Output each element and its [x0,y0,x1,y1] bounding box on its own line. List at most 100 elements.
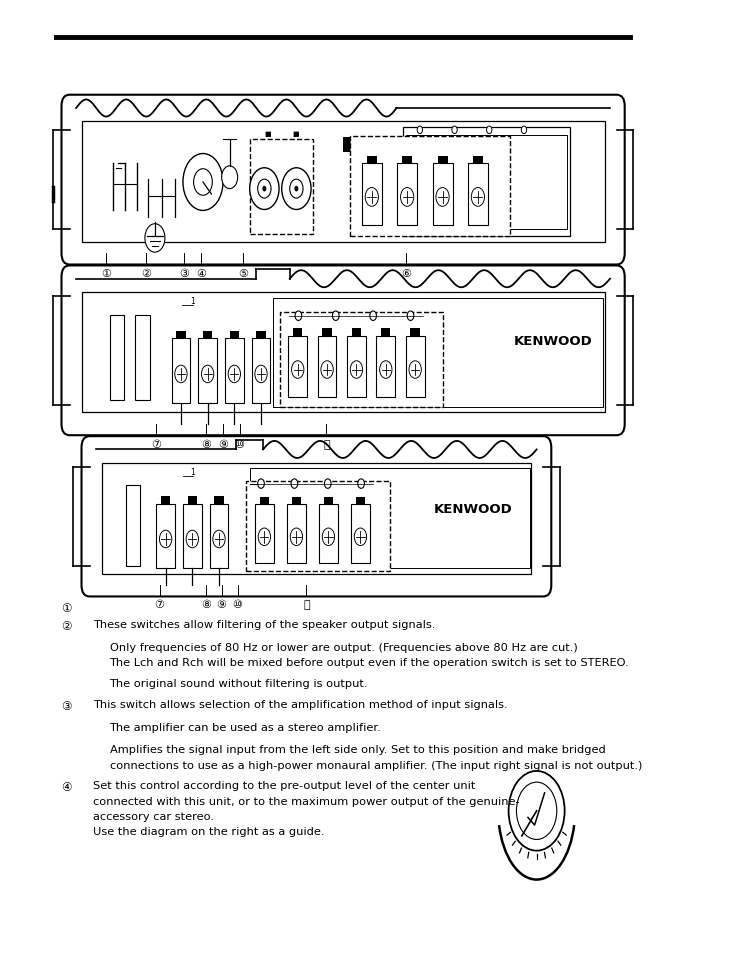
Text: KENWOOD: KENWOOD [434,502,512,516]
Bar [82,293,604,413]
Bar [288,336,307,397]
Bar [319,505,338,563]
Bar [273,298,604,407]
Circle shape [332,312,339,321]
Circle shape [145,225,165,253]
Bar [351,505,370,563]
Circle shape [183,154,223,212]
Bar [437,156,447,164]
Text: ⑩: ⑩ [233,599,242,610]
Circle shape [436,189,449,207]
Bar [293,329,302,336]
Circle shape [521,127,526,134]
Circle shape [380,361,392,379]
Text: ②: ② [141,269,151,279]
Bar [230,332,239,339]
Bar [110,315,124,400]
Bar [407,135,566,231]
Circle shape [258,479,264,489]
Text: Use the diagram on the right as a guide.: Use the diagram on the right as a guide. [93,826,324,836]
Circle shape [452,127,457,134]
Text: ⑦: ⑦ [151,439,161,450]
Bar [323,329,331,336]
Circle shape [409,361,421,379]
Bar [255,505,274,563]
Text: ④: ④ [196,269,206,279]
Text: ■: ■ [292,132,299,137]
Circle shape [193,170,212,196]
Bar [323,497,333,505]
Bar [381,329,391,336]
Text: Set this control according to the pre-output level of the center unit: Set this control according to the pre-ou… [93,781,475,791]
Bar [188,497,197,504]
Circle shape [255,366,267,383]
Bar [176,332,185,339]
Bar [350,137,510,236]
Text: ⑨: ⑨ [217,599,226,610]
Bar [406,336,425,397]
Circle shape [407,312,414,321]
Circle shape [174,366,187,383]
Circle shape [358,479,364,489]
Text: ⑨: ⑨ [218,439,228,450]
Circle shape [509,771,564,851]
Bar [410,329,420,336]
Circle shape [222,167,238,190]
Text: ■: ■ [264,132,271,137]
Bar [377,336,395,397]
Text: connected with this unit, or to the maximum power output of the genuine-: connected with this unit, or to the maxi… [93,796,520,806]
Circle shape [258,180,271,199]
Bar [397,164,417,226]
Circle shape [321,361,334,379]
Circle shape [159,531,172,548]
Bar [352,329,361,336]
Bar [356,497,365,505]
Circle shape [291,529,302,546]
Text: This switch allows selection of the amplification method of input signals.: This switch allows selection of the ampl… [93,700,507,709]
Text: KENWOOD: KENWOOD [514,335,593,348]
FancyBboxPatch shape [61,95,625,265]
Bar [402,156,412,164]
Text: The amplifier can be used as a stereo amplifier.: The amplifier can be used as a stereo am… [110,721,381,732]
Bar [256,332,266,339]
Circle shape [250,169,279,211]
Bar [183,504,201,568]
Circle shape [350,361,363,379]
Bar [250,140,313,234]
Text: connections to use as a high-power monaural amplifier. (The input right signal i: connections to use as a high-power monau… [110,760,642,770]
Circle shape [262,187,266,193]
Bar [199,339,217,403]
Circle shape [472,189,485,207]
Bar [172,339,191,403]
Bar [126,486,139,566]
Text: These switches allow filtering of the speaker output signals.: These switches allow filtering of the sp… [93,619,435,630]
Bar [203,332,212,339]
Bar [432,164,453,226]
Circle shape [213,531,225,548]
Circle shape [324,479,331,489]
Circle shape [201,366,214,383]
Bar [280,313,443,407]
Circle shape [370,312,377,321]
FancyBboxPatch shape [61,266,625,436]
Text: ⑪: ⑪ [323,439,330,450]
Circle shape [401,189,414,207]
Bar [343,138,420,152]
Bar [347,336,366,397]
Text: ①: ① [101,269,111,279]
Circle shape [291,361,304,379]
Text: ①: ① [61,601,72,615]
Bar [250,469,530,568]
Bar [210,504,228,568]
Text: The original sound without filtering is output.: The original sound without filtering is … [110,679,368,688]
Bar [468,164,488,226]
Text: ⑪: ⑪ [303,599,310,610]
Bar [82,122,604,242]
Text: ⑥: ⑥ [402,269,412,279]
Text: ⑦: ⑦ [155,599,164,610]
Circle shape [516,782,557,840]
Circle shape [354,529,366,546]
Bar [292,497,301,505]
Bar [403,128,570,236]
Circle shape [487,127,492,134]
